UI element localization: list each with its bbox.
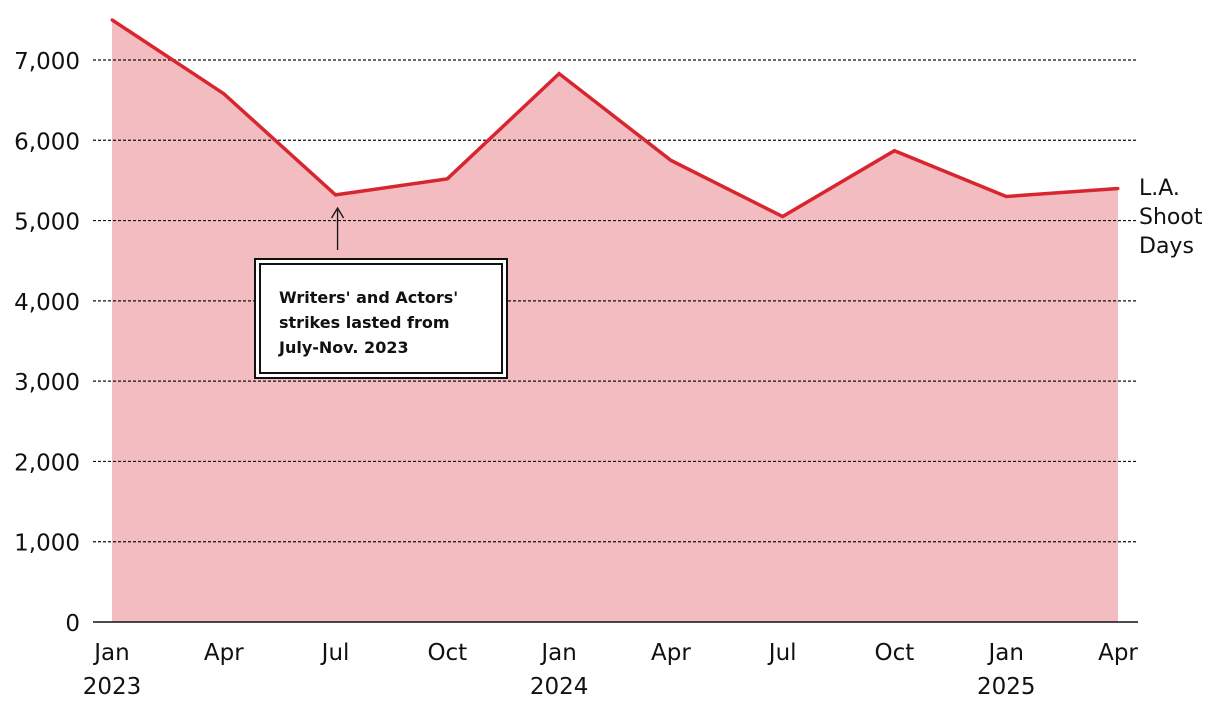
data-point-5 xyxy=(669,158,673,162)
x-tick-year-label: 2025 xyxy=(977,674,1036,700)
x-tick-label: Jul xyxy=(320,640,350,666)
x-tick-label: Apr xyxy=(651,640,691,666)
data-point-7 xyxy=(892,149,896,153)
annotation-inner-border: Writers' and Actors' strikes lasted from… xyxy=(259,263,503,374)
x-tick-label: Apr xyxy=(1098,640,1138,666)
y-tick-label: 7,000 xyxy=(14,49,80,75)
x-tick-label: Jan xyxy=(92,640,129,666)
x-tick-label: Apr xyxy=(204,640,244,666)
x-tick-label: Jan xyxy=(539,640,576,666)
y-tick-label: 0 xyxy=(65,611,80,637)
series-area xyxy=(112,19,1118,623)
y-tick-label: 4,000 xyxy=(14,290,80,316)
y-tick-label: 6,000 xyxy=(14,129,80,155)
x-tick-label: Oct xyxy=(427,640,467,666)
series-end-label: Shoot xyxy=(1139,205,1203,230)
x-tick-label: Jan xyxy=(986,640,1023,666)
x-tick-year-label: 2024 xyxy=(530,674,589,700)
x-tick-year-label: 2023 xyxy=(83,674,142,700)
annotation-box: Writers' and Actors' strikes lasted from… xyxy=(254,258,508,379)
annotation-text: Writers' and Actors' strikes lasted from… xyxy=(279,288,459,357)
x-tick-label: Jul xyxy=(767,640,797,666)
data-point-6 xyxy=(781,215,785,219)
data-point-4 xyxy=(557,72,561,76)
y-tick-label: 3,000 xyxy=(14,370,80,396)
annotation-arrow-head xyxy=(330,206,345,219)
data-point-8 xyxy=(1004,194,1008,198)
data-point-0 xyxy=(110,18,114,22)
y-tick-label: 2,000 xyxy=(14,450,80,476)
data-point-1 xyxy=(222,92,226,96)
y-tick-label: 5,000 xyxy=(14,210,80,236)
data-point-3 xyxy=(445,177,449,181)
x-tick-label: Oct xyxy=(875,640,915,666)
series-end-label: L.A. xyxy=(1139,176,1180,201)
data-point-2 xyxy=(334,193,338,197)
data-point-9 xyxy=(1116,186,1120,190)
series-line xyxy=(111,18,1119,219)
y-tick-label: 1,000 xyxy=(14,531,80,557)
series-end-label: Days xyxy=(1139,234,1194,259)
